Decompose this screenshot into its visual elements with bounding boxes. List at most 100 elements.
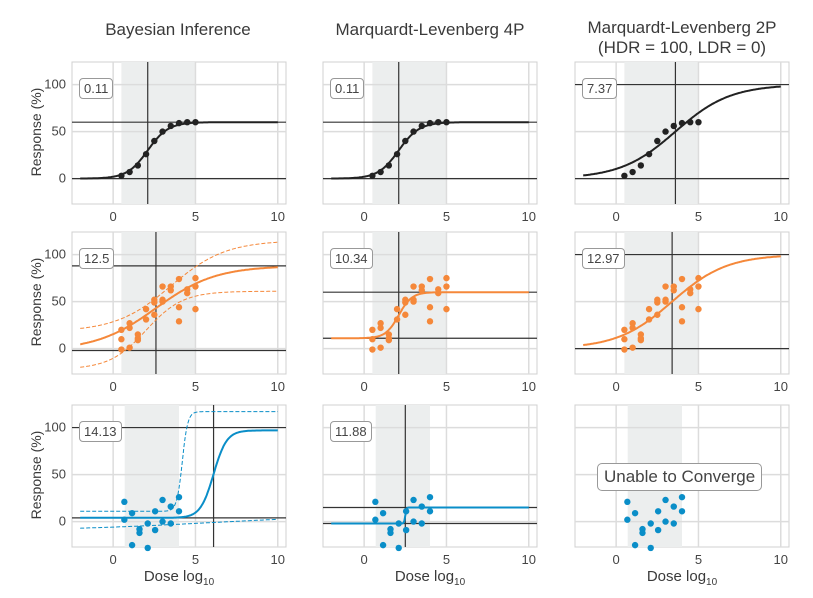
data-point (426, 318, 434, 325)
data-point (654, 299, 661, 306)
x-tick-label: 10 (774, 552, 788, 567)
data-point (402, 526, 410, 534)
x-axis-label-col-3: Dose log10 (646, 568, 718, 588)
data-point (159, 128, 166, 135)
data-point (118, 326, 125, 334)
data-point (426, 304, 434, 311)
data-point (142, 150, 150, 158)
data-point (184, 289, 191, 297)
data-point (369, 326, 376, 334)
x-tick-label: 0 (361, 209, 368, 224)
y-axis-label-row-3: Response (%) (28, 430, 44, 520)
data-point (662, 518, 669, 525)
data-point (654, 137, 661, 145)
data-point (192, 118, 199, 126)
data-point (624, 516, 631, 523)
fit-curve (80, 429, 278, 519)
error-label: 14.13 (79, 421, 122, 442)
data-point (418, 520, 425, 527)
data-point (175, 119, 183, 127)
data-point (695, 118, 702, 126)
data-point (629, 344, 636, 351)
x-tick-label: 10 (522, 552, 536, 567)
data-point (645, 305, 653, 313)
data-point (402, 299, 409, 306)
data-point (144, 520, 151, 527)
y-axis-label-row-1: Response (%) (28, 87, 44, 177)
data-point (192, 283, 199, 290)
data-point (435, 118, 442, 126)
data-point (393, 316, 401, 323)
data-point (379, 509, 387, 517)
data-point (621, 336, 628, 343)
y-tick-label: 50 (52, 467, 66, 482)
data-point (379, 541, 387, 549)
data-point (637, 336, 645, 344)
data-point (695, 283, 702, 290)
data-point (175, 508, 183, 515)
x-tick-label: 10 (774, 209, 788, 224)
data-point (678, 304, 686, 311)
data-point (118, 346, 125, 353)
data-point (410, 518, 417, 525)
x-tick-label: 5 (192, 209, 199, 224)
x-tick-label: 10 (271, 379, 285, 394)
data-point (678, 119, 686, 127)
data-point (175, 493, 183, 501)
x-tick-label: 0 (110, 552, 117, 567)
data-point (121, 498, 128, 506)
x-axis-label-col-1: Dose log10 (143, 568, 215, 588)
data-point (621, 346, 628, 353)
y-tick-label: 0 (59, 171, 66, 186)
data-point (387, 529, 394, 537)
data-point (687, 289, 694, 297)
error-label: 11.88 (330, 421, 372, 442)
data-point (118, 172, 125, 179)
x-tick-label: 5 (192, 552, 199, 567)
data-point (142, 316, 150, 323)
fit-curve (331, 506, 529, 525)
data-point (377, 320, 384, 327)
y-tick-label: 100 (44, 77, 66, 92)
data-point (151, 137, 158, 145)
x-tick-label: 5 (192, 379, 199, 394)
data-point (151, 311, 158, 318)
data-point (639, 529, 646, 537)
data-point (410, 128, 417, 135)
data-point (647, 544, 654, 552)
data-point (687, 118, 694, 126)
data-point (443, 274, 450, 282)
data-point (126, 168, 133, 176)
x-tick-label: 0 (613, 379, 620, 394)
data-point (385, 162, 393, 169)
data-point (662, 496, 669, 504)
data-point (662, 298, 669, 305)
data-point (402, 311, 409, 318)
fit-curve (331, 291, 529, 340)
dose-range-shade (372, 62, 447, 204)
data-point (128, 509, 136, 517)
x-tick-label: 0 (613, 209, 620, 224)
data-point (126, 320, 133, 327)
data-point (134, 336, 142, 344)
data-point (695, 274, 702, 282)
y-tick-label: 50 (52, 294, 66, 309)
x-tick-label: 5 (695, 552, 702, 567)
data-point (678, 493, 686, 501)
data-point (184, 118, 191, 126)
fit-curve (583, 255, 781, 347)
x-tick-label: 10 (522, 379, 536, 394)
fit-curve (80, 266, 278, 346)
x-tick-label: 10 (774, 379, 788, 394)
data-point (621, 172, 628, 179)
data-point (175, 304, 183, 311)
data-point (678, 318, 686, 325)
data-point (670, 520, 677, 527)
data-point (418, 503, 425, 510)
error-label: 7.37 (582, 78, 618, 99)
column-title-2: Marquardt-Levenberg 4P (335, 20, 525, 39)
data-point (369, 346, 376, 353)
data-point (631, 541, 639, 549)
